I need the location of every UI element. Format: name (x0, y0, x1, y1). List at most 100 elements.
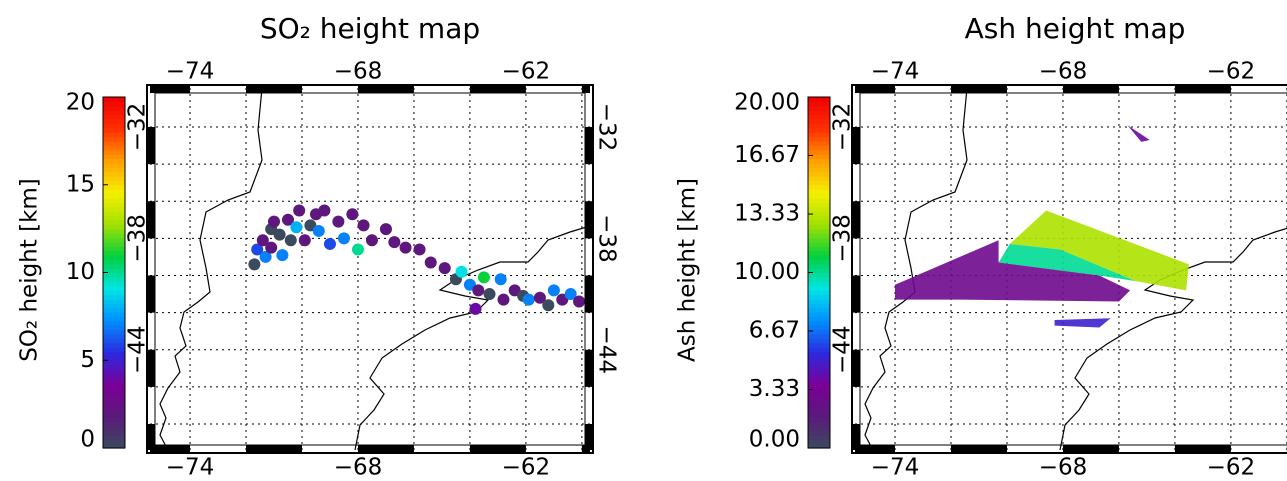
colorbar-swatch (808, 193, 830, 199)
frame-band (148, 275, 155, 313)
colorbar-swatch (808, 325, 830, 331)
colorbar-swatch (103, 171, 125, 177)
so2-point (357, 219, 370, 232)
colorbar-swatch (808, 329, 830, 335)
x-tick-label: −74 (166, 59, 215, 85)
colorbar-swatch (808, 110, 830, 116)
colorbar-swatch (808, 140, 830, 146)
colorbar-swatch (808, 333, 830, 339)
colorbar-swatch (103, 272, 125, 278)
so2-point (477, 271, 490, 284)
colorbar-swatch (808, 237, 830, 243)
frame-band (150, 86, 191, 93)
colorbar-label: Ash height [km] (675, 178, 701, 362)
colorbar-swatch (103, 382, 125, 388)
colorbar-swatch (808, 136, 830, 142)
y-tick-label: −32 (594, 103, 620, 152)
colorbar-swatch (808, 101, 830, 107)
colorbar-swatch (103, 338, 125, 344)
panel-title: SO₂ height map (260, 12, 480, 45)
colorbar-swatch (103, 140, 125, 146)
ash-patch (1127, 125, 1150, 142)
so2-point (259, 250, 272, 263)
colorbar-swatch (103, 355, 125, 361)
so2-point (256, 234, 269, 247)
colorbar-swatch (103, 386, 125, 392)
so2-point (497, 293, 510, 306)
so2-point (388, 236, 401, 249)
colorbar-swatch (808, 114, 830, 120)
so2-point (248, 258, 261, 271)
frame-band (150, 445, 191, 452)
x-tick-label: −62 (502, 59, 551, 85)
ash-patch (1054, 318, 1111, 328)
y-tick-label: −44 (594, 325, 620, 374)
frame-band (585, 275, 592, 313)
colorbar-tick-label: 15 (66, 171, 95, 197)
so2-point (332, 215, 345, 228)
colorbar-swatch (103, 369, 125, 375)
x-tick-label: −74 (166, 455, 215, 481)
colorbar-swatch (103, 412, 125, 418)
panel-title: Ash height map (965, 12, 1186, 45)
colorbar-swatch (808, 158, 830, 164)
colorbar-swatch (808, 320, 830, 326)
colorbar-swatch (808, 426, 830, 432)
colorbar-swatch (103, 114, 125, 120)
colorbar-swatch (103, 167, 125, 173)
frame-band (148, 126, 155, 165)
frame-band (1174, 445, 1231, 452)
colorbar-swatch (808, 215, 830, 221)
so2-point (483, 288, 496, 301)
colorbar-swatch (808, 127, 830, 133)
colorbar-swatch (808, 382, 830, 388)
colorbar-tick-label: 20 (66, 90, 95, 116)
colorbar-swatch (808, 311, 830, 317)
so2-point (522, 293, 535, 306)
so2-point (399, 241, 412, 254)
colorbar-swatch (808, 97, 830, 102)
map-frame (851, 84, 1287, 454)
frame-band (246, 445, 302, 452)
colorbar-tick-label: 5 (80, 347, 95, 373)
colorbar-swatch (103, 132, 125, 138)
colorbar-swatch (808, 364, 830, 370)
map-area (150, 88, 590, 450)
colorbar-swatch (808, 338, 830, 344)
colorbar-swatch (808, 430, 830, 436)
colorbar-tick-label: 0.00 (749, 427, 800, 453)
colorbar-swatch (103, 202, 125, 208)
colorbar-swatch (808, 149, 830, 155)
colorbar-swatch (808, 373, 830, 379)
so2-point (290, 221, 303, 234)
colorbar-swatch (808, 206, 830, 212)
colorbar-swatch (808, 180, 830, 186)
colorbar-swatch (808, 390, 830, 396)
so2-point (472, 284, 485, 297)
colorbar-swatch (808, 154, 830, 160)
colorbar-swatch (808, 219, 830, 225)
colorbar-swatch (808, 228, 830, 234)
frame-band (853, 201, 860, 239)
frame-band (585, 126, 592, 165)
colorbar-swatch (103, 127, 125, 133)
colorbar-swatch (808, 298, 830, 304)
colorbar-swatch (103, 417, 125, 423)
colorbar-swatch (808, 241, 830, 247)
colorbar-swatch (103, 290, 125, 296)
colorbar-swatch (103, 162, 125, 168)
so2-point (351, 243, 364, 256)
colorbar-swatch (103, 342, 125, 348)
ash-patch (998, 243, 1136, 282)
colorbar-swatch (808, 224, 830, 230)
colorbar-swatch (103, 404, 125, 410)
colorbar-tick-label: 10.00 (734, 259, 800, 285)
colorbar-swatch (808, 355, 830, 361)
colorbar-swatch (103, 189, 125, 195)
colorbar-swatch (103, 246, 125, 252)
colorbar-swatch (103, 206, 125, 212)
x-tick-label: −68 (1039, 59, 1088, 85)
so2-point (265, 241, 278, 254)
colorbar-swatch (808, 351, 830, 357)
